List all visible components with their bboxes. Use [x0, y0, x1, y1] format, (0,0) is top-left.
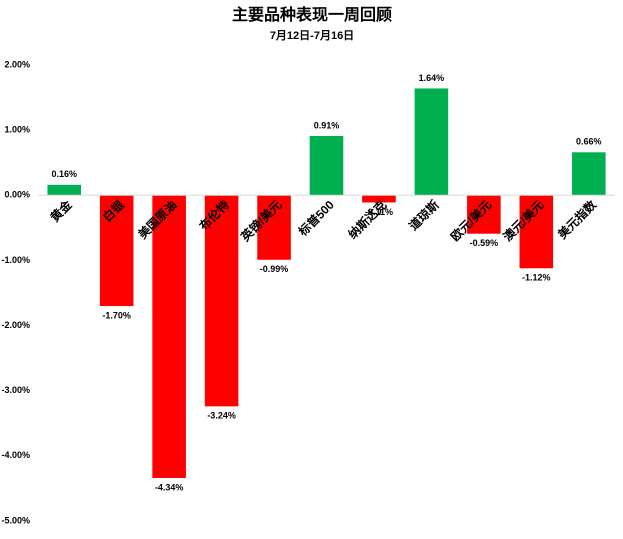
- value-label: 1.64%: [419, 73, 445, 83]
- bar: [257, 195, 291, 260]
- bar: [99, 195, 134, 307]
- bar: [204, 195, 239, 407]
- y-tick-label: -1.00%: [1, 255, 30, 265]
- y-tick-label: -4.00%: [1, 450, 30, 460]
- x-tick-label: 美元指数: [555, 196, 600, 241]
- value-label: -0.99%: [260, 264, 289, 274]
- bar: [47, 184, 82, 196]
- chart-subtitle: 7月12日-7月16日: [270, 29, 354, 42]
- bar: [309, 136, 344, 196]
- x-tick-label: 道琼斯: [406, 197, 442, 233]
- y-tick-label: 1.00%: [4, 125, 30, 135]
- chart-title: 主要品种表现一周回顾: [232, 5, 392, 24]
- value-label: 0.91%: [314, 120, 340, 130]
- bar: [362, 195, 396, 203]
- value-label: -0.11%: [365, 207, 393, 217]
- bar: [467, 195, 501, 234]
- y-tick-label: -5.00%: [1, 515, 30, 525]
- bar: [414, 88, 449, 196]
- bar: [519, 195, 554, 269]
- value-label: -3.24%: [207, 411, 236, 421]
- x-tick-label: 黄金: [47, 196, 75, 224]
- value-label: -0.59%: [470, 238, 499, 248]
- bar: [152, 195, 186, 479]
- value-label: -1.12%: [522, 273, 551, 283]
- y-tick-label: -3.00%: [1, 385, 30, 395]
- x-tick-label: 纳斯达克: [345, 197, 390, 242]
- y-tick-label: 0.00%: [4, 190, 30, 200]
- y-tick-label: -2.00%: [1, 320, 30, 330]
- value-label: -1.70%: [102, 310, 131, 320]
- x-tick-label: 标普500: [294, 197, 337, 240]
- value-label: 0.66%: [576, 137, 602, 147]
- bar: [571, 152, 606, 196]
- value-label: -4.34%: [155, 482, 184, 492]
- y-tick-label: 2.00%: [4, 59, 30, 69]
- value-label: 0.16%: [51, 169, 77, 179]
